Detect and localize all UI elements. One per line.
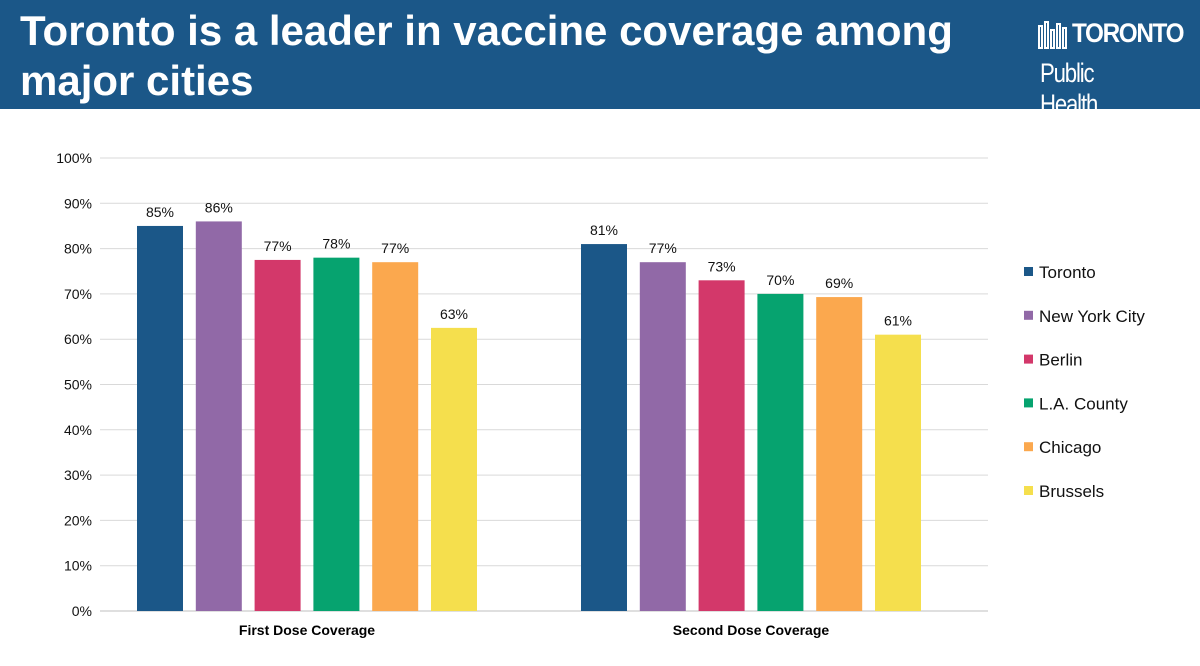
legend-label: Toronto [1039, 263, 1096, 282]
data-label: 81% [590, 222, 618, 238]
data-label: 86% [205, 199, 233, 215]
legend-label: Berlin [1039, 351, 1082, 370]
legend-swatch [1024, 486, 1033, 495]
y-tick-label: 10% [64, 558, 92, 574]
bar-toronto [581, 244, 627, 611]
legend-swatch [1024, 442, 1033, 452]
bar-chicago [816, 297, 863, 611]
legend-swatch [1024, 267, 1033, 276]
y-tick-label: 70% [64, 286, 92, 302]
data-label: 77% [649, 240, 677, 256]
y-tick-label: 0% [72, 603, 92, 619]
bar-berlin [254, 259, 301, 611]
toronto-public-health-logo: TORONTO Public Health [1038, 18, 1185, 119]
data-label: 85% [146, 204, 174, 220]
legend-label: Brussels [1039, 482, 1104, 501]
bar-berlin [698, 280, 745, 611]
legend-swatch [1024, 398, 1033, 408]
y-tick-label: 80% [64, 241, 92, 257]
bar-brussels [431, 327, 477, 611]
category-label: First Dose Coverage [239, 622, 375, 638]
legend-swatch [1024, 310, 1033, 320]
data-label: 73% [708, 258, 736, 274]
legend-label: Chicago [1039, 438, 1101, 457]
y-tick-label: 50% [64, 377, 92, 393]
legend-swatch [1024, 354, 1033, 364]
y-tick-label: 60% [64, 331, 92, 347]
legend-label: L.A. County [1039, 394, 1128, 413]
y-tick-label: 100% [56, 150, 92, 166]
bar-toronto [137, 225, 183, 611]
slide-title: Toronto is a leader in vaccine coverage … [20, 7, 953, 104]
bar-brussels [875, 334, 921, 611]
legend-label: New York City [1039, 307, 1145, 326]
data-label: 70% [766, 272, 794, 288]
y-tick-label: 90% [64, 195, 92, 211]
bar-chicago [372, 262, 419, 611]
data-label: 77% [381, 240, 409, 256]
logo-subtitle: Public Health [1040, 58, 1098, 119]
logo-wordmark: TORONTO [1072, 18, 1185, 48]
y-tick-label: 40% [64, 422, 92, 438]
y-tick-label: 20% [64, 512, 92, 528]
data-label: 77% [264, 238, 292, 254]
city-hall-icon [1038, 21, 1067, 49]
bar-new-york-city [639, 262, 686, 611]
data-label: 78% [322, 236, 350, 252]
data-label: 69% [825, 275, 853, 291]
title-banner: Toronto is a leader in vaccine coverage … [0, 0, 1200, 119]
data-label: 61% [884, 313, 912, 329]
data-label: 63% [440, 306, 468, 322]
category-label: Second Dose Coverage [673, 622, 830, 638]
bar-l-a-county [313, 257, 360, 611]
y-tick-label: 30% [64, 467, 92, 483]
bar-new-york-city [195, 221, 242, 612]
bar-l-a-county [757, 293, 804, 611]
